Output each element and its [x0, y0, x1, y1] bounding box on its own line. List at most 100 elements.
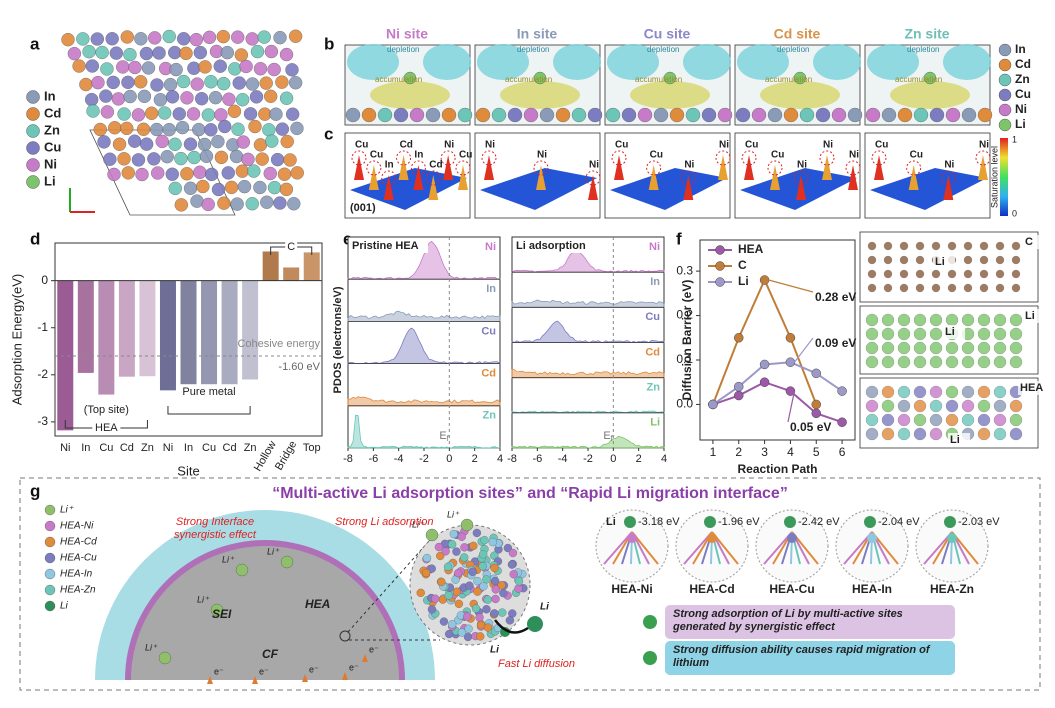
- legend-swatch: [998, 58, 1012, 72]
- atom: [865, 313, 879, 327]
- atom: [993, 341, 1007, 355]
- bar: [262, 251, 279, 281]
- site-marker: [906, 160, 922, 176]
- atom: [799, 107, 815, 123]
- depletion-blob: [347, 44, 399, 80]
- atom: [881, 341, 895, 355]
- atom: [121, 166, 135, 180]
- atom: [241, 152, 255, 167]
- atom: [881, 107, 897, 123]
- annotation: depletion: [777, 45, 809, 54]
- np-atom: [457, 628, 467, 637]
- np-atom: [490, 576, 500, 586]
- atom: [899, 269, 909, 279]
- data-point: [811, 399, 821, 410]
- site-marker: [455, 160, 471, 176]
- legend-swatch: [998, 118, 1012, 132]
- legend-label: Cd: [1015, 57, 1031, 71]
- structure-label: Li: [935, 256, 945, 268]
- atom: [915, 241, 925, 251]
- atom: [247, 164, 261, 178]
- atom: [993, 427, 1007, 441]
- x-tick-label: -4: [394, 453, 404, 465]
- legend-label: HEA-Cd: [60, 537, 97, 548]
- atom: [865, 355, 879, 369]
- layer-label: CF: [262, 647, 279, 661]
- elf-peak: [354, 155, 364, 180]
- li-atom: [527, 616, 543, 632]
- colorbar-title: Saturation level: [989, 146, 999, 208]
- atom: [97, 135, 111, 149]
- atom: [189, 32, 204, 47]
- panel-letter: c: [324, 124, 333, 143]
- site-marker: [793, 170, 809, 186]
- atom: [253, 62, 268, 76]
- pdos-title: Li adsorption: [516, 240, 586, 252]
- element-label: Cu: [481, 325, 496, 337]
- atom: [175, 120, 190, 135]
- atom: [929, 341, 943, 355]
- atom: [204, 75, 218, 89]
- atom: [913, 427, 927, 441]
- atom: [183, 181, 198, 195]
- legend-swatch: [998, 73, 1012, 87]
- electron-label: e⁻: [309, 664, 319, 674]
- atom: [361, 107, 377, 123]
- atom: [979, 283, 989, 293]
- annotation: 0.09 eV: [815, 336, 856, 350]
- atom: [931, 241, 941, 251]
- accumulation-blob: [760, 81, 840, 109]
- atom-label: Cu: [745, 140, 758, 151]
- structure-label: HEA: [1020, 382, 1043, 394]
- elf-peak: [383, 175, 394, 200]
- atom: [193, 45, 208, 60]
- atom: [993, 413, 1007, 427]
- y-tick-label: 0: [41, 273, 48, 287]
- atom: [963, 255, 973, 265]
- annotation: accumulation: [505, 75, 552, 84]
- bar: [98, 280, 115, 395]
- atom: [1011, 283, 1021, 293]
- atom: [393, 107, 409, 123]
- panel-letter: f: [676, 229, 682, 248]
- atom: [245, 197, 259, 211]
- atom: [288, 76, 303, 90]
- x-axis-label: Site: [177, 463, 199, 478]
- np-atom: [480, 536, 489, 545]
- label-bg: [92, 422, 121, 434]
- atom: [913, 355, 927, 369]
- y-tick-label: 0.1: [676, 352, 693, 366]
- atom: [214, 150, 229, 165]
- np-atom: [491, 594, 500, 604]
- data-point: [708, 399, 718, 410]
- atom-label: Cu: [459, 150, 472, 161]
- atom: [204, 123, 218, 137]
- atom: [865, 327, 879, 341]
- atom: [198, 60, 212, 74]
- atom: [232, 76, 246, 90]
- legend-label: Zn: [44, 122, 60, 137]
- atom: [1009, 399, 1023, 413]
- atom: [197, 137, 212, 152]
- electron-label: e⁻: [369, 644, 379, 654]
- note-holder: Strong adsorption of Li by multi-active …: [673, 608, 903, 633]
- atom: [211, 182, 226, 197]
- bar: [221, 280, 238, 385]
- legend-label: HEA-Cu: [60, 553, 97, 564]
- np-atom: [437, 577, 446, 587]
- atom: [1009, 313, 1023, 327]
- zoom-line: [347, 539, 431, 633]
- x-tick-label: -2: [419, 453, 429, 465]
- electron-label: e⁻: [259, 666, 269, 676]
- atom: [883, 269, 893, 279]
- atom: [194, 91, 209, 106]
- ion-label: Li⁺: [145, 642, 158, 652]
- elf-peak: [648, 165, 659, 190]
- atom: [285, 63, 299, 77]
- element-label: Zn: [647, 382, 661, 394]
- atom: [915, 255, 925, 265]
- accumulation-blob: [370, 81, 450, 109]
- elf-peak: [874, 155, 884, 180]
- pdos-curve: [511, 410, 665, 414]
- check-icon: [643, 651, 657, 665]
